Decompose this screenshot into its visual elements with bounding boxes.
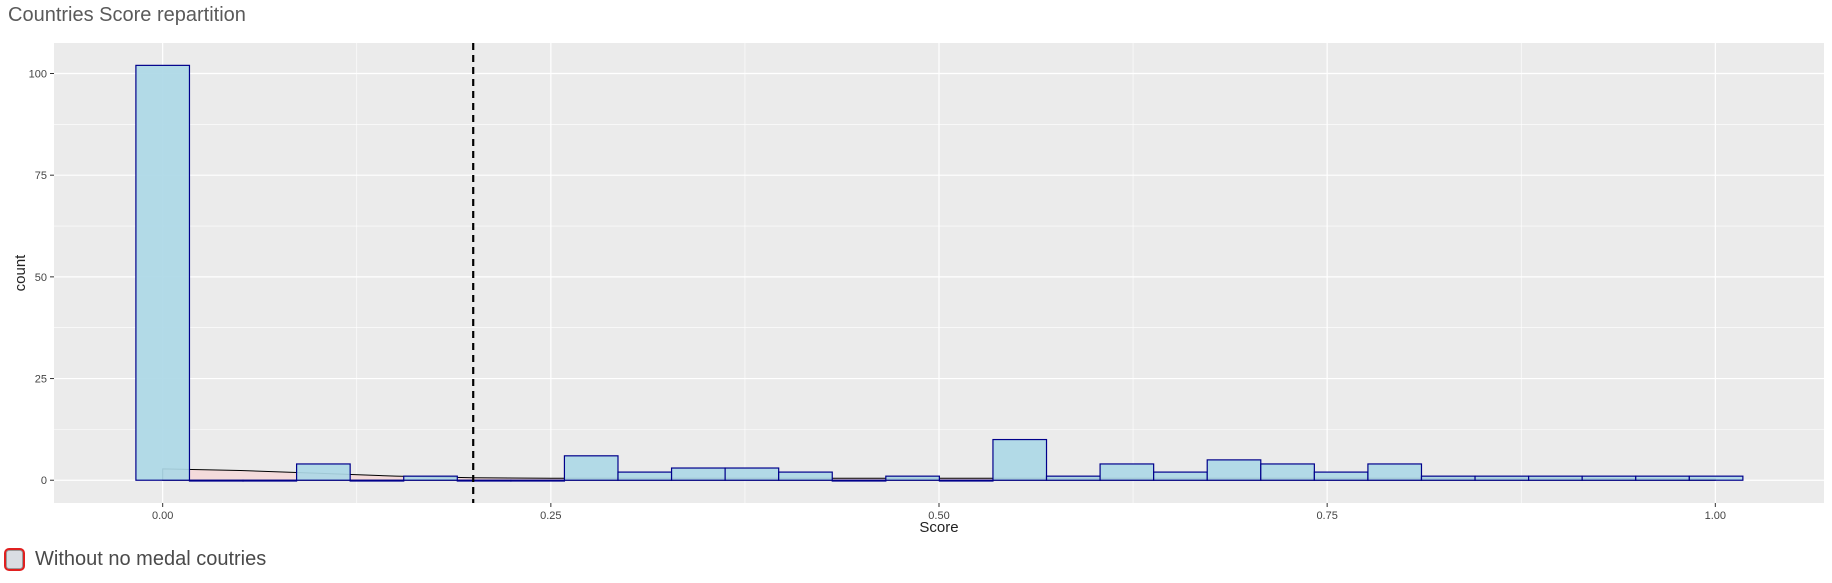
histogram-bar [1153,471,1208,481]
no-medal-checkbox-label: Without no medal coutries [35,548,267,570]
histogram-bar [617,471,673,481]
histogram-chart: 0 25 50 75 100 0.00 0.25 0.50 0.75 1.00 Score co… [12,43,1824,536]
histogram-bar [563,455,619,481]
histogram-bars [135,64,1744,482]
histogram-bar [1635,475,1690,481]
x-tick-label: 0.75 [1316,510,1337,522]
no-medal-checkbox[interactable] [6,550,23,569]
y-tick-label: 25 [35,374,47,386]
histogram-bar [1206,459,1262,481]
y-axis: 0 25 50 75 100 [29,69,54,487]
histogram-bar [1367,463,1423,481]
histogram-bar [1313,471,1369,481]
y-tick-label: 75 [35,170,47,182]
histogram-bar [456,479,512,482]
histogram-bar [831,479,887,482]
histogram-bar [1688,475,1744,481]
x-tick-label: 1.00 [1705,510,1726,522]
histogram-bar [1420,475,1476,481]
histogram-bar [1260,463,1315,481]
histogram-bar [135,64,191,481]
histogram-bar [403,475,458,481]
histogram-bar [670,467,726,481]
histogram-bar [242,479,298,482]
histogram-bar [1474,475,1530,481]
histogram-bar [778,471,833,481]
histogram-bar [510,479,566,482]
y-axis-label: count [12,254,29,292]
histogram-bar [992,438,1048,481]
histogram-bar [295,463,351,481]
histogram-bar [1528,475,1583,481]
histogram-bar [938,479,994,482]
x-tick-label: 0.50 [928,510,949,522]
histogram-bar [724,467,780,481]
y-tick-label: 0 [41,475,47,487]
histogram-bar [1099,463,1155,481]
x-tick-label: 0.25 [540,510,561,522]
y-tick-label: 100 [29,69,47,81]
y-tick-label: 50 [35,272,47,284]
x-axis: 0.00 0.25 0.50 0.75 1.00 [152,503,1726,522]
x-tick-label: 0.00 [152,510,173,522]
histogram-bar [349,479,405,482]
histogram-bar [1581,475,1637,481]
histogram-bar [1045,475,1101,481]
histogram-bar [885,475,940,481]
page-title: Countries Score repartition [8,4,246,26]
filter-row[interactable]: Without no medal coutries [6,548,266,571]
x-axis-label: Score [919,519,958,536]
histogram-bar [188,479,244,482]
